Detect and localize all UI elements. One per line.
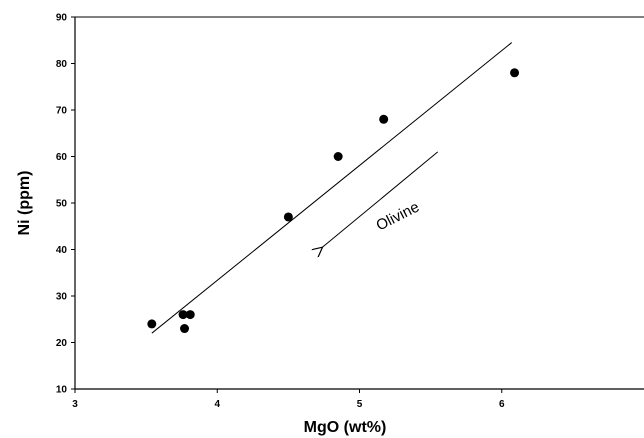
data-point xyxy=(333,152,343,161)
x-axis-ticks: 3 4 5 6 xyxy=(72,389,505,410)
x-tick-label: 4 xyxy=(214,399,220,410)
y-tick-label: 20 xyxy=(56,338,68,349)
x-tick-label: 6 xyxy=(499,399,505,410)
y-tick-label: 30 xyxy=(56,292,68,303)
x-tick-label: 3 xyxy=(72,399,78,410)
y-tick-label: 10 xyxy=(56,385,68,396)
x-tick-label: 5 xyxy=(357,399,363,410)
y-tick-label: 80 xyxy=(56,59,68,70)
olivine-arrow xyxy=(323,151,439,247)
y-tick-label: 60 xyxy=(56,152,68,163)
y-tick-label: 40 xyxy=(56,245,68,256)
data-point xyxy=(180,324,190,334)
data-point xyxy=(185,310,195,320)
x-axis-title: MgO (wt%) xyxy=(304,419,387,436)
data-point xyxy=(178,310,188,320)
regression-line xyxy=(151,42,513,334)
y-tick-label: 90 xyxy=(56,13,68,24)
data-point xyxy=(510,68,520,78)
y-axis-title: Ni (ppm) xyxy=(16,171,33,236)
data-point xyxy=(379,114,389,124)
plot-frame xyxy=(74,16,644,390)
y-tick-label: 70 xyxy=(56,106,68,117)
data-point xyxy=(283,212,293,222)
y-axis-ticks: 10 20 30 40 50 60 70 80 90 xyxy=(56,13,75,396)
olivine-annotation: Olivine xyxy=(374,198,423,234)
data-points xyxy=(147,68,520,334)
data-point xyxy=(147,319,157,329)
y-tick-label: 50 xyxy=(56,199,68,210)
